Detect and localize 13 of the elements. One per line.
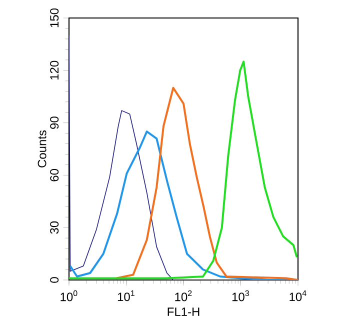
y-axis-title: Counts — [38, 130, 46, 168]
y-tick-label: 30 — [50, 221, 59, 234]
x-tick-label: 10$^{3}$ — [232, 290, 249, 302]
y-tick-label: 150 — [50, 8, 59, 28]
y-tick-label: 90 — [50, 116, 59, 129]
y-tick-label: 0 — [50, 277, 59, 283]
x-tick-label: 10$^{0}$ — [60, 290, 78, 302]
y-tick-label: 120 — [50, 60, 59, 80]
x-tick-label: 10$^{1}$ — [118, 290, 134, 302]
x-tick-label: 10$^{4}$ — [290, 290, 306, 302]
x-axis-title: FL1-H — [168, 308, 200, 316]
y-tick-label: 60 — [50, 168, 59, 182]
x-tick-label: 10$^{2}$ — [175, 290, 192, 302]
